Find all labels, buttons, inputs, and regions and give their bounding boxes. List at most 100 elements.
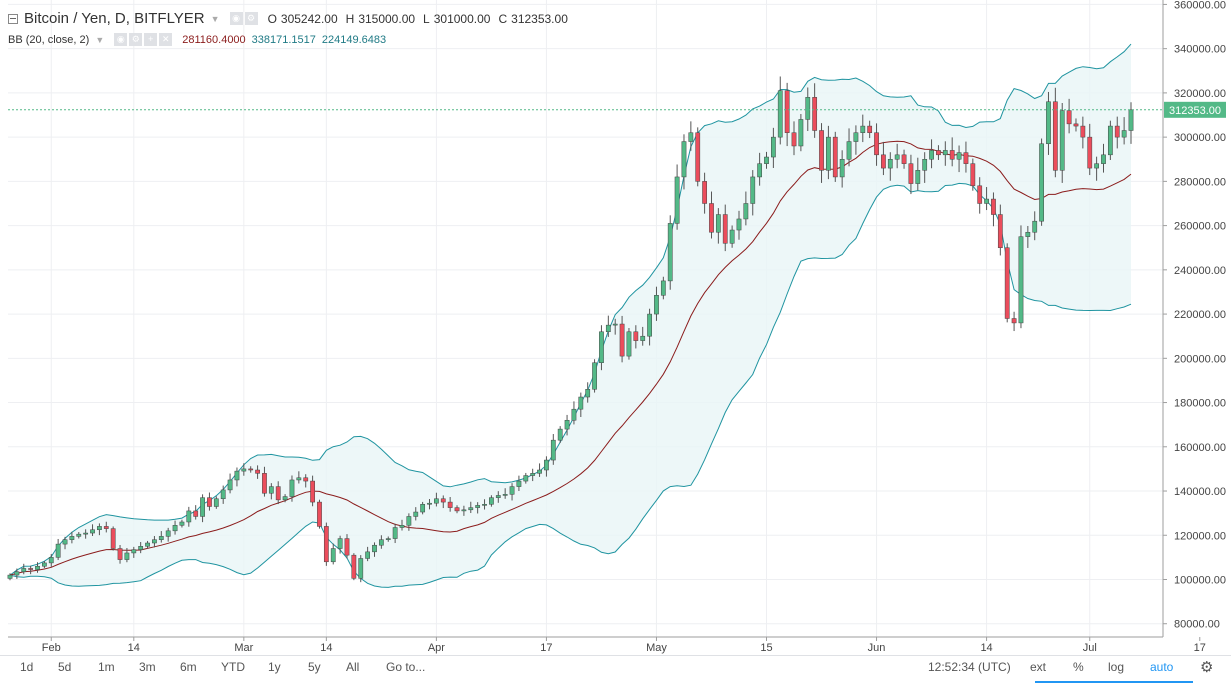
candle-body — [378, 539, 384, 546]
close-label: C — [498, 11, 508, 26]
candle-body — [1011, 318, 1017, 324]
close-value: 312353.00 — [511, 11, 568, 26]
candle-body — [76, 533, 82, 537]
range-1d[interactable]: 1d — [20, 660, 34, 674]
candle-body — [564, 419, 570, 430]
x-tick-label: 17 — [540, 642, 552, 654]
candle-body — [592, 362, 597, 390]
indicator-legend: BB (20, close, 2) ▼ ◉ ⚙ + ✕ 281160.4000 … — [8, 33, 386, 46]
grid-lines — [8, 0, 1201, 637]
candle-body — [984, 198, 989, 204]
candle-body — [812, 97, 818, 131]
candle-body — [1059, 110, 1065, 171]
candle-body — [289, 479, 295, 497]
candle-body — [427, 502, 432, 505]
collapse-toggle[interactable] — [8, 13, 18, 24]
candle-body — [186, 510, 192, 523]
candle-body — [832, 136, 838, 178]
range-6m[interactable]: 6m — [180, 660, 197, 674]
x-tick-label: Feb — [42, 642, 61, 654]
goto-button[interactable]: Go to... — [386, 660, 426, 674]
settings-icon[interactable]: ⚙ — [129, 33, 143, 46]
candle-body — [805, 97, 811, 120]
log-toggle[interactable]: log — [1108, 660, 1125, 674]
candle-body — [35, 565, 40, 570]
x-tick-label: 14 — [128, 642, 140, 654]
candle-body — [69, 536, 75, 540]
candle-body — [227, 479, 233, 491]
range-5y[interactable]: 5y — [308, 660, 321, 674]
candle-body — [420, 504, 426, 513]
candle-body — [1101, 154, 1106, 164]
candle-body — [97, 526, 102, 530]
candle-body — [860, 125, 866, 133]
candle-body — [413, 511, 419, 517]
candle-body — [715, 214, 721, 233]
candle-body — [736, 218, 742, 231]
y-tick-label: 240000.00 — [1174, 265, 1226, 277]
candle-body — [942, 150, 948, 156]
candle-body — [489, 497, 494, 505]
range-all[interactable]: All — [346, 660, 360, 674]
range-3m[interactable]: 3m — [139, 660, 156, 674]
upper-band-line — [9, 43, 1132, 576]
candle-body — [42, 562, 47, 567]
candle-body — [103, 526, 109, 529]
candle-body — [626, 331, 632, 357]
ext-toggle[interactable]: ext — [1030, 660, 1047, 674]
candle-body — [777, 90, 783, 138]
range-5d[interactable]: 5d — [58, 660, 72, 674]
indicator-name[interactable]: BB (20, close, 2) — [8, 33, 90, 46]
candle-body — [351, 554, 357, 579]
candle-body — [502, 494, 508, 496]
y-tick-label: 340000.00 — [1174, 44, 1226, 56]
range-1y[interactable]: 1y — [268, 660, 281, 674]
candle-body — [461, 509, 467, 512]
candle-body — [853, 132, 859, 142]
candle-body — [406, 516, 412, 526]
lower-band-line — [9, 182, 1132, 588]
candle-body — [688, 132, 694, 142]
candle-body — [537, 469, 542, 474]
candle-body — [145, 542, 150, 547]
candle-body — [447, 501, 453, 508]
last-price-text: 312353.00 — [1169, 105, 1221, 117]
range-1m[interactable]: 1m — [98, 660, 115, 674]
candle-body — [674, 176, 680, 224]
candle-body — [392, 527, 398, 539]
plus-icon[interactable]: + — [144, 33, 158, 46]
candle-body — [578, 396, 584, 410]
candle-body — [922, 159, 928, 171]
y-tick-label: 120000.00 — [1174, 530, 1226, 542]
candle-body — [330, 548, 336, 563]
candle-body — [956, 152, 962, 160]
candle-body — [21, 568, 27, 573]
eye-icon[interactable]: ◉ — [114, 33, 128, 46]
percent-toggle[interactable]: % — [1073, 660, 1084, 674]
chevron-down-icon[interactable]: ▼ — [95, 34, 105, 45]
chevron-down-icon[interactable]: ▼ — [210, 13, 220, 24]
bottom-toolbar: 1d 5d 1m 3m 6m YTD 1y 5y All Go to... 12… — [0, 655, 1231, 684]
candle-body — [791, 132, 797, 147]
candle-body — [599, 331, 604, 363]
settings-icon[interactable]: ⚙ — [244, 12, 258, 25]
gear-icon[interactable]: ⚙ — [1200, 659, 1214, 676]
candle-body — [702, 181, 707, 204]
symbol-title[interactable]: Bitcoin / Yen, D, BITFLYER — [24, 10, 205, 27]
y-tick-label: 140000.00 — [1174, 486, 1226, 498]
candle-body — [509, 486, 515, 495]
candle-body — [1087, 136, 1093, 169]
candle-body — [929, 150, 934, 160]
auto-toggle[interactable]: auto — [1150, 660, 1174, 674]
candle-body — [1025, 231, 1031, 237]
close-icon[interactable]: ✕ — [159, 33, 173, 46]
candle-body — [970, 163, 976, 187]
range-ytd[interactable]: YTD — [221, 660, 245, 674]
eye-icon[interactable]: ◉ — [229, 12, 243, 25]
candle-body — [1121, 130, 1127, 138]
candle-body — [248, 468, 254, 471]
candle-body — [1080, 125, 1086, 138]
y-tick-label: 200000.00 — [1174, 353, 1226, 365]
candle-body — [887, 159, 893, 169]
